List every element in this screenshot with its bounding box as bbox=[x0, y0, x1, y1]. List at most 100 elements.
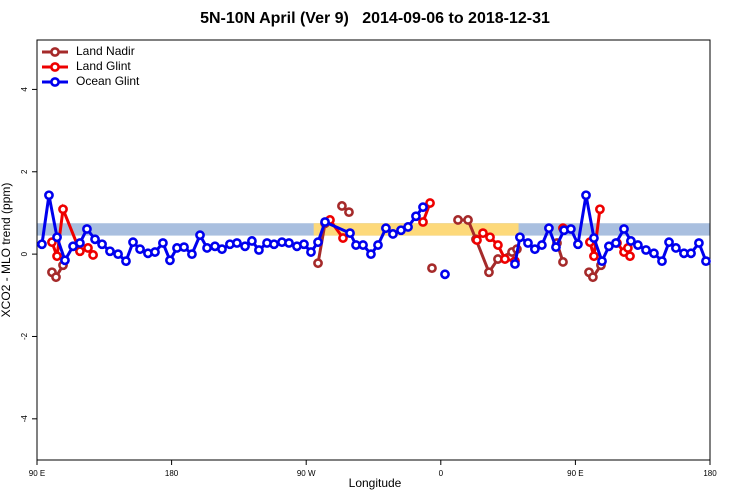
data-point bbox=[306, 247, 316, 257]
data-point bbox=[232, 238, 242, 248]
data-point bbox=[51, 272, 61, 283]
y-tick-label: 4 bbox=[20, 87, 29, 92]
data-point bbox=[566, 224, 576, 234]
data-point bbox=[427, 263, 437, 274]
y-tick-label: 2 bbox=[20, 169, 29, 174]
data-point bbox=[320, 217, 330, 227]
data-point bbox=[657, 256, 667, 267]
data-point bbox=[75, 246, 85, 257]
x-axis-label: Longitude bbox=[349, 476, 402, 490]
legend-label: Ocean Glint bbox=[76, 74, 140, 88]
y-tick-label: 0 bbox=[20, 251, 29, 256]
data-point bbox=[150, 247, 160, 257]
data-point bbox=[536, 240, 547, 250]
chart-title: 5N-10N April (Ver 9) 2014-09-06 to 2018-… bbox=[200, 10, 550, 27]
data-point bbox=[299, 239, 309, 250]
data-point bbox=[44, 190, 54, 201]
x-tick-label: 90 E bbox=[567, 469, 583, 478]
data-point bbox=[686, 248, 696, 259]
data-point bbox=[523, 238, 533, 248]
data-point bbox=[313, 258, 323, 269]
data-point bbox=[581, 190, 591, 201]
data-point bbox=[52, 232, 62, 243]
data-point bbox=[75, 238, 85, 248]
data-point bbox=[595, 204, 605, 215]
data-point bbox=[573, 239, 583, 250]
data-point bbox=[37, 239, 47, 250]
data-point bbox=[589, 233, 599, 243]
data-point bbox=[284, 238, 294, 248]
data-point bbox=[597, 256, 607, 267]
x-tick-label: 90 E bbox=[29, 469, 45, 478]
data-point bbox=[472, 235, 482, 246]
data-point bbox=[611, 238, 621, 248]
data-point bbox=[52, 251, 62, 262]
x-tick-label: 180 bbox=[703, 469, 717, 478]
data-point bbox=[694, 238, 704, 248]
data-point bbox=[701, 256, 711, 267]
data-point bbox=[641, 245, 651, 255]
data-point bbox=[165, 255, 175, 266]
data-point bbox=[551, 242, 561, 253]
data-point bbox=[135, 244, 145, 255]
data-point bbox=[485, 232, 495, 243]
data-point bbox=[105, 246, 115, 257]
data-point bbox=[625, 251, 635, 262]
x-tick-label: 0 bbox=[439, 469, 444, 478]
data-point bbox=[388, 229, 398, 239]
data-point bbox=[113, 249, 123, 260]
data-point bbox=[373, 240, 383, 250]
data-point bbox=[128, 237, 138, 248]
data-point bbox=[254, 245, 264, 255]
legend-marker bbox=[50, 77, 60, 87]
data-point bbox=[217, 244, 227, 255]
x-tick-label: 180 bbox=[165, 469, 179, 478]
data-point bbox=[418, 217, 428, 227]
data-point bbox=[664, 237, 674, 248]
data-point bbox=[247, 236, 257, 246]
data-point bbox=[544, 223, 554, 234]
y-tick-label: -2 bbox=[20, 332, 29, 340]
data-point bbox=[418, 202, 428, 213]
y-axis-label: XCO2 - MLO trend (ppm) bbox=[0, 183, 13, 318]
data-point bbox=[269, 239, 279, 250]
data-point bbox=[90, 234, 100, 245]
data-point bbox=[493, 240, 503, 250]
data-point bbox=[625, 236, 636, 246]
legend-marker bbox=[50, 47, 60, 57]
data-point bbox=[97, 239, 107, 250]
data-point bbox=[345, 228, 355, 239]
data-point bbox=[649, 248, 659, 259]
legend-marker bbox=[50, 62, 60, 72]
data-point bbox=[619, 224, 629, 234]
data-point bbox=[403, 222, 413, 232]
y-tick-label: -4 bbox=[20, 415, 29, 423]
data-point bbox=[463, 215, 473, 225]
data-point bbox=[411, 211, 421, 222]
data-point bbox=[82, 224, 92, 234]
band bbox=[313, 223, 519, 236]
data-point bbox=[337, 201, 347, 211]
data-point bbox=[587, 272, 598, 283]
data-point bbox=[179, 242, 189, 253]
data-point bbox=[58, 204, 68, 215]
data-point bbox=[500, 254, 510, 264]
data-point bbox=[589, 251, 599, 262]
data-point bbox=[453, 215, 463, 225]
data-point bbox=[344, 207, 354, 218]
data-point bbox=[121, 256, 131, 267]
data-point bbox=[366, 249, 376, 260]
data-point bbox=[358, 240, 368, 250]
data-point bbox=[313, 237, 323, 248]
data-point bbox=[558, 257, 568, 267]
data-point bbox=[240, 241, 250, 252]
data-point bbox=[381, 223, 391, 234]
data-point bbox=[529, 244, 540, 255]
legend-label: Land Glint bbox=[76, 59, 131, 73]
data-point bbox=[671, 243, 681, 253]
data-point bbox=[440, 269, 450, 280]
data-point bbox=[88, 250, 98, 260]
data-point bbox=[338, 233, 348, 243]
data-point bbox=[202, 243, 212, 253]
